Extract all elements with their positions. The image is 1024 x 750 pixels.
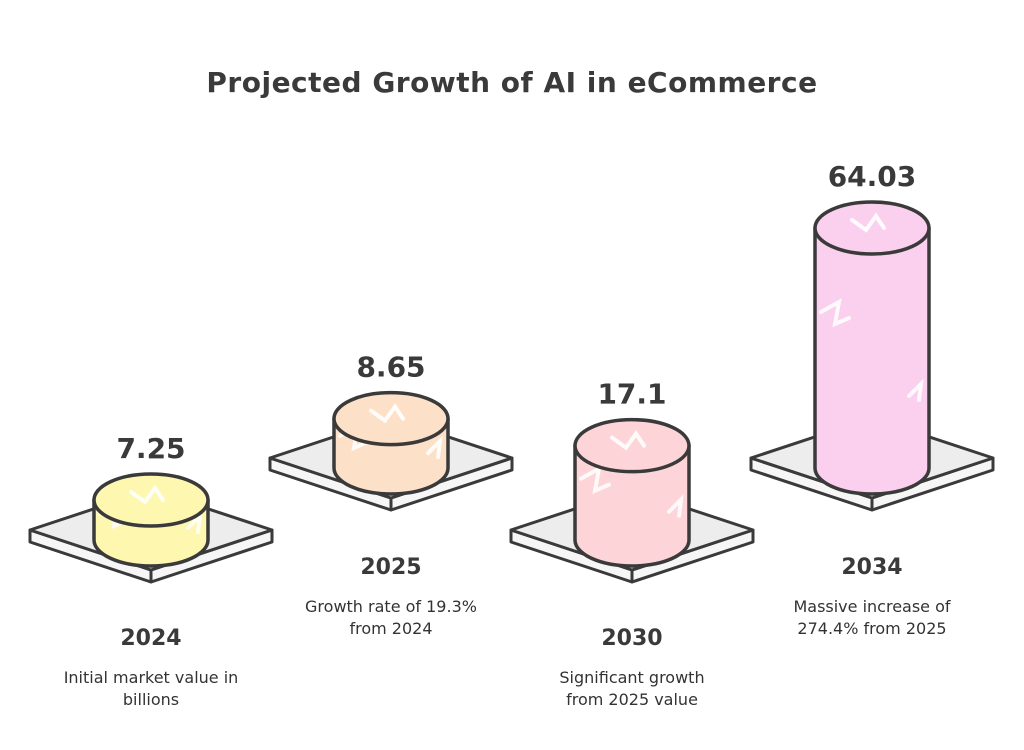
bar-group-2024: 7.25 2024 Initial market value in billions (28, 432, 274, 709)
bar-top-cap (573, 417, 691, 474)
bar-sketch-highlight (579, 464, 684, 518)
category-label-2034: 2034 (841, 555, 902, 580)
category-label-2025: 2025 (360, 555, 421, 580)
value-label-2024: 7.25 (116, 432, 185, 465)
value-label-2034: 64.03 (828, 160, 917, 193)
chart-title: Projected Growth of AI in eCommerce (206, 66, 817, 99)
bar-group-2025: 8.65 2025 Growth rate of 19.3% from 2024 (268, 351, 514, 638)
bar-sketch-highlight (819, 298, 924, 402)
description-line: 274.4% from 2025 (797, 619, 946, 638)
description-line: Growth rate of 19.3% (305, 597, 477, 616)
bar-top-cap (92, 472, 210, 528)
category-label-2030: 2030 (601, 626, 662, 651)
cap-sketch-highlight (610, 430, 646, 451)
cap-sketch-highlight (369, 403, 405, 424)
value-label-2030: 17.1 (597, 378, 666, 411)
description-line: Significant growth (559, 668, 704, 687)
bar-top-cap (332, 390, 450, 447)
bar-top-cap (813, 200, 931, 256)
description-line: billions (123, 690, 179, 709)
bar-2030 (573, 443, 691, 568)
bar-2034 (813, 226, 931, 496)
cap-sketch-highlight (850, 212, 886, 233)
bar-group-2034: 64.03 2034 Massive increase of 274.4% from … (749, 160, 995, 638)
bars-layer: 7.25 2024 Initial market value in billions 8… (28, 160, 995, 709)
category-label-2024: 2024 (120, 626, 181, 651)
value-label-2025: 8.65 (356, 351, 425, 384)
bar-group-2030: 17.1 2030 Significant growth from 2025 valu… (509, 378, 755, 709)
description-line: Initial market value in (64, 668, 239, 687)
description-line: from 2025 value (566, 690, 698, 709)
description-line: Massive increase of (793, 597, 950, 616)
cap-sketch-highlight (129, 484, 165, 505)
description-line: from 2024 (349, 619, 432, 638)
